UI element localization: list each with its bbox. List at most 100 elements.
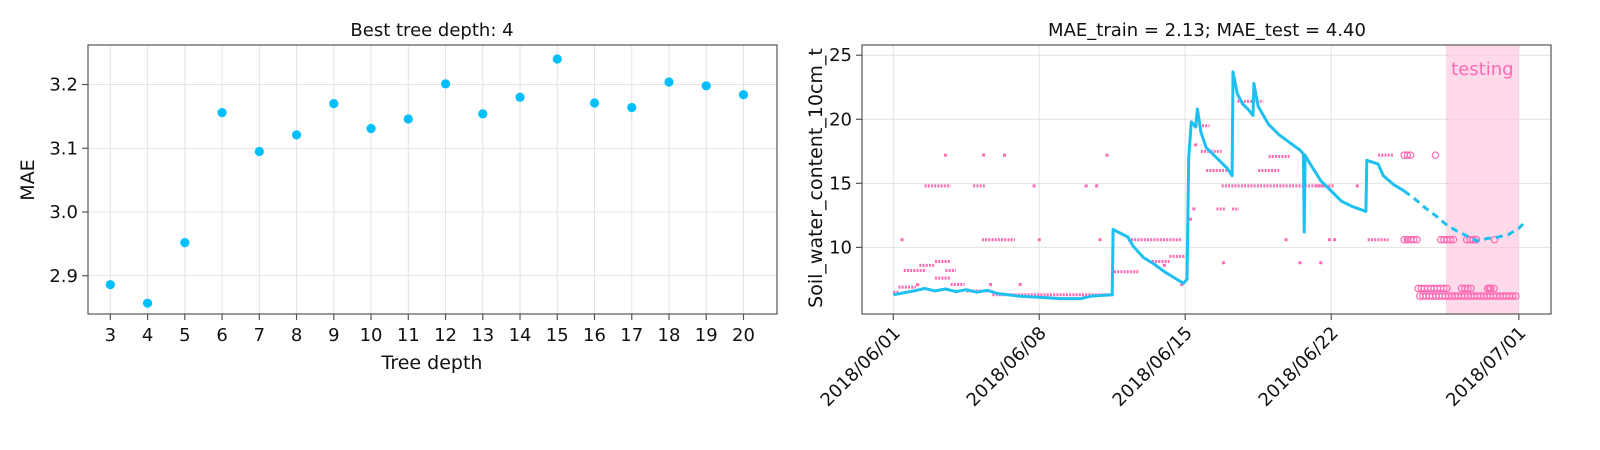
left-x-tick-label: 3 — [105, 325, 116, 346]
left-axis-ticks: 3 4 5 6 7 8 9 10 11 12 13 14 15 16 17 18 19 20 2.9 3.0 3.1 3.… — [49, 75, 755, 346]
right-predicted-series — [893, 99, 1520, 300]
right-y-tick-label: 20 — [829, 109, 852, 130]
right-gridlines — [862, 45, 1551, 314]
predicted-test-point — [1413, 235, 1421, 244]
predicted-test-point — [1443, 284, 1451, 293]
predicted-train-point — [1194, 143, 1198, 147]
right-observed-series — [893, 70, 1526, 301]
testing-period-label: testing — [1451, 59, 1513, 80]
predicted-train-point — [1162, 263, 1166, 267]
right-y-tick-label: 10 — [829, 237, 852, 258]
predicted-train-point — [1002, 153, 1006, 157]
predicted-train-point — [1192, 207, 1196, 211]
predicted-test-point — [1446, 235, 1455, 244]
predicted-train-point — [1098, 238, 1102, 242]
predicted-train-point — [1018, 283, 1022, 287]
left-x-tick-label: 8 — [291, 325, 302, 346]
left-y-tick-label: 3.0 — [49, 202, 78, 223]
mae-point — [366, 123, 376, 134]
left-x-tick-label: 11 — [397, 325, 420, 346]
right-plot-frame — [861, 44, 1552, 315]
left-x-tick-label: 20 — [732, 325, 755, 346]
right-x-tick-label: 2018/06/15 — [1109, 323, 1197, 411]
right-chart-title: MAE_train = 2.13; MAE_test = 4.40 — [1048, 20, 1366, 41]
predicted-train-point — [1355, 184, 1359, 188]
left-x-tick-label: 13 — [471, 325, 494, 346]
left-x-tick-label: 9 — [328, 325, 339, 346]
right-y-axis-label: Soil_water_content_10cm_t — [805, 48, 827, 308]
left-y-tick-label: 3.2 — [49, 75, 78, 96]
left-x-tick-label: 7 — [254, 325, 265, 346]
predicted-train-point — [1037, 238, 1041, 242]
mae-point — [515, 92, 525, 102]
mae-point — [627, 102, 637, 113]
mae-point — [254, 146, 264, 157]
predicted-train-point — [1188, 217, 1192, 221]
mae-point — [701, 81, 711, 91]
left-x-tick-label: 14 — [509, 325, 532, 346]
predicted-test-point — [1439, 284, 1448, 293]
predicted-train-point — [1032, 184, 1036, 188]
testing-period-band — [1445, 45, 1519, 314]
predicted-test-point — [1406, 151, 1415, 159]
mae-point — [217, 107, 227, 118]
observed-train-line — [893, 70, 1405, 301]
predicted-train-point — [1180, 283, 1184, 287]
mae-point — [180, 238, 190, 248]
right-axis-ticks: 2018/06/01 2018/06/08 2018/06/15 2018/06/22… — [817, 45, 1531, 411]
left-x-tick-label: 16 — [583, 325, 606, 346]
mae-point — [478, 109, 488, 119]
predicted-train-point — [989, 283, 993, 287]
left-x-tick-label: 12 — [434, 325, 457, 346]
left-y-tick-label: 3.1 — [49, 138, 78, 159]
predicted-train-point — [982, 153, 986, 157]
right-y-tick-label: 15 — [829, 173, 852, 194]
left-x-tick-label: 17 — [620, 325, 643, 346]
predicted-train-point — [1327, 238, 1331, 242]
mae-point — [105, 280, 115, 290]
left-x-tick-label: 15 — [546, 325, 569, 346]
predicted-test-point — [1512, 292, 1520, 300]
predicted-train-point — [1298, 261, 1302, 265]
predicted-train-point — [916, 283, 920, 287]
predicted-test-point — [1409, 235, 1418, 244]
mae-point — [552, 54, 562, 64]
mae-point — [403, 114, 413, 124]
observed-test-line — [1403, 189, 1526, 243]
right-x-tick-label: 2018/06/22 — [1255, 323, 1343, 411]
left-x-tick-label: 18 — [658, 325, 681, 346]
predicted-test-point — [1490, 284, 1498, 293]
predicted-test-point — [1403, 151, 1412, 159]
left-chart-title: Best tree depth: 4 — [350, 20, 513, 41]
left-gridlines — [88, 45, 777, 314]
predicted-test-point — [1467, 284, 1475, 293]
predicted-test-point — [1449, 235, 1458, 244]
right-x-tick-label: 2018/06/08 — [963, 323, 1051, 411]
predicted-test-point — [1508, 292, 1517, 300]
left-y-axis-label: MAE — [17, 159, 39, 200]
left-plot-frame — [87, 44, 778, 315]
right-x-tick-label: 2018/06/01 — [817, 323, 905, 411]
right-chart-panel: testing 2018/06/01 2018/06/08 2018/06/15 20… — [805, 20, 1552, 411]
predicted-test-point — [1490, 235, 1499, 244]
predicted-train-point — [1221, 261, 1225, 265]
predicted-train-point — [1095, 184, 1099, 188]
mae-point — [142, 298, 153, 308]
left-x-tick-label: 19 — [695, 325, 718, 346]
mae-point — [329, 99, 339, 109]
left-chart-panel: 3 4 5 6 7 8 9 10 11 12 13 14 15 16 17 18 19 20 2.9 3.0 3.1 3.… — [17, 20, 778, 374]
predicted-train-point — [1319, 261, 1323, 265]
left-x-tick-label: 6 — [216, 325, 227, 346]
right-y-tick-label: 25 — [829, 45, 852, 66]
mae-point — [440, 79, 451, 89]
left-x-axis-label: Tree depth — [381, 352, 483, 374]
left-x-tick-label: 5 — [179, 325, 190, 346]
predicted-train-point — [900, 238, 904, 242]
predicted-train-point — [1333, 238, 1337, 242]
mae-point — [291, 130, 302, 140]
right-x-tick-label: 2018/07/01 — [1442, 323, 1530, 411]
predicted-test-point — [1431, 151, 1440, 159]
left-data-points — [105, 54, 749, 308]
predicted-train-point — [1105, 153, 1109, 157]
